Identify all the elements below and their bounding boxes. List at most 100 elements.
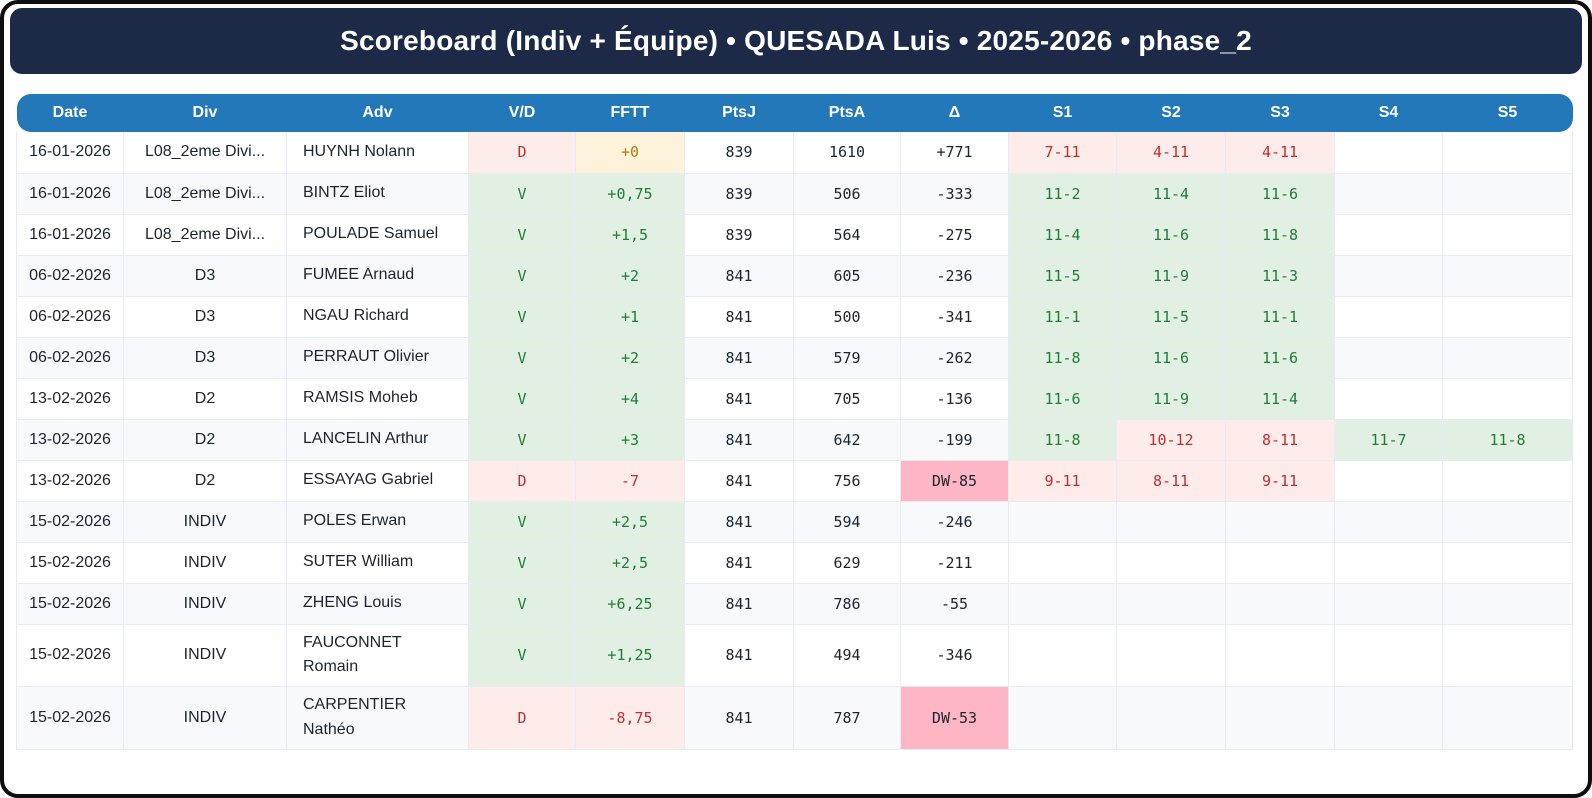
cell-set3: 9-11 — [1225, 459, 1335, 502]
cell-fftt-points: +6,25 — [575, 582, 685, 625]
cell-set5 — [1442, 459, 1573, 502]
cell-set4 — [1334, 336, 1443, 379]
cell-set2: 11-6 — [1116, 336, 1226, 379]
cell-date: 06-02-2026 — [16, 254, 124, 297]
cell-division: D3 — [123, 254, 287, 297]
cell-points-player: 841 — [684, 500, 794, 543]
cell-adversary: HUYNH Nolann — [286, 132, 469, 174]
cell-result: V — [468, 254, 576, 297]
cell-set3: 4-11 — [1225, 132, 1335, 174]
table-row: 16-01-2026 L08_2eme Divi... HUYNH Nolann D +… — [16, 132, 1573, 174]
cell-set3: 11-6 — [1225, 172, 1335, 215]
cell-delta: -341 — [900, 295, 1009, 338]
cell-set3: 11-4 — [1225, 377, 1335, 420]
cell-set4: 11-7 — [1334, 418, 1443, 461]
cell-set1: 9-11 — [1008, 459, 1117, 502]
cell-date: 15-02-2026 — [16, 623, 124, 688]
cell-division: L08_2eme Divi... — [123, 213, 287, 256]
cell-division: D2 — [123, 418, 287, 461]
cell-set4 — [1334, 377, 1443, 420]
cell-points-player: 841 — [684, 686, 794, 750]
cell-division: D2 — [123, 459, 287, 502]
page-title: Scoreboard (Indiv + Équipe) • QUESADA Lu… — [340, 25, 1252, 56]
cell-date: 13-02-2026 — [16, 459, 124, 502]
cell-set4 — [1334, 686, 1443, 750]
cell-set1: 11-8 — [1008, 418, 1117, 461]
cell-fftt-points: +4 — [575, 377, 685, 420]
cell-division: INDIV — [123, 541, 287, 584]
cell-date: 06-02-2026 — [16, 295, 124, 338]
cell-set2: 11-5 — [1116, 295, 1226, 338]
cell-result: V — [468, 213, 576, 256]
cell-set5 — [1442, 213, 1573, 256]
cell-division: L08_2eme Divi... — [123, 172, 287, 215]
cell-fftt-points: +0 — [575, 132, 685, 174]
cell-set5 — [1442, 377, 1573, 420]
cell-set3 — [1225, 500, 1335, 543]
cell-set4 — [1334, 213, 1443, 256]
col-header-delta: Δ — [900, 94, 1009, 132]
cell-adversary: ESSAYAG Gabriel — [286, 459, 469, 502]
cell-adversary: SUTER William — [286, 541, 469, 584]
cell-points-player: 841 — [684, 459, 794, 502]
col-header-result: V/D — [468, 94, 576, 132]
cell-date: 15-02-2026 — [16, 582, 124, 625]
cell-set5 — [1442, 132, 1573, 174]
cell-adversary: BINTZ Eliot — [286, 172, 469, 215]
cell-set3: 11-6 — [1225, 336, 1335, 379]
cell-fftt-points: +1,5 — [575, 213, 685, 256]
cell-division: D3 — [123, 336, 287, 379]
cell-set1: 11-2 — [1008, 172, 1117, 215]
cell-result: V — [468, 418, 576, 461]
cell-result: D — [468, 686, 576, 750]
cell-points-adversary: 500 — [793, 295, 901, 338]
col-header-date: Date — [16, 94, 124, 132]
cell-delta: -199 — [900, 418, 1009, 461]
cell-points-adversary: 787 — [793, 686, 901, 750]
cell-points-player: 839 — [684, 172, 794, 215]
cell-adversary: ZHENG Louis — [286, 582, 469, 625]
cell-set2: 4-11 — [1116, 132, 1226, 174]
cell-adversary: POLES Erwan — [286, 500, 469, 543]
cell-result: D — [468, 132, 576, 174]
cell-set4 — [1334, 254, 1443, 297]
cell-set1: 7-11 — [1008, 132, 1117, 174]
cell-date: 15-02-2026 — [16, 500, 124, 543]
cell-division: INDIV — [123, 686, 287, 750]
cell-date: 16-01-2026 — [16, 172, 124, 215]
scoreboard-table: Date Div Adv V/D FFTT PtsJ PtsA Δ S1 S2 … — [16, 94, 1573, 750]
cell-set4 — [1334, 459, 1443, 502]
table-header: Date Div Adv V/D FFTT PtsJ PtsA Δ S1 S2 … — [16, 94, 1573, 132]
table-row: 15-02-2026 INDIV SUTER William V +2,5 841 629-… — [16, 541, 1573, 584]
cell-result: V — [468, 541, 576, 584]
cell-delta: +771 — [900, 132, 1009, 174]
cell-set4 — [1334, 623, 1443, 688]
table-row: 13-02-2026 D2 ESSAYAG Gabriel D -7 841 756 DW-8… — [16, 459, 1573, 502]
header-row: Date Div Adv V/D FFTT PtsJ PtsA Δ S1 S2 … — [16, 94, 1573, 132]
cell-division: INDIV — [123, 500, 287, 543]
cell-result: V — [468, 582, 576, 625]
cell-set5 — [1442, 582, 1573, 625]
cell-set2 — [1116, 686, 1226, 750]
cell-delta: -55 — [900, 582, 1009, 625]
cell-result: V — [468, 377, 576, 420]
cell-delta: -262 — [900, 336, 1009, 379]
cell-delta: -136 — [900, 377, 1009, 420]
cell-set3 — [1225, 623, 1335, 688]
cell-points-player: 839 — [684, 132, 794, 174]
cell-fftt-points: +2 — [575, 336, 685, 379]
cell-points-player: 841 — [684, 254, 794, 297]
cell-set1: 11-4 — [1008, 213, 1117, 256]
cell-set5 — [1442, 500, 1573, 543]
cell-adversary: CARPENTIER Nathéo — [286, 686, 469, 750]
cell-points-player: 841 — [684, 336, 794, 379]
cell-points-adversary: 786 — [793, 582, 901, 625]
cell-fftt-points: +3 — [575, 418, 685, 461]
cell-set4 — [1334, 582, 1443, 625]
cell-result: V — [468, 172, 576, 215]
table-row: 15-02-2026 INDIV ZHENG Louis V +6,25 841 786 -5… — [16, 582, 1573, 625]
cell-fftt-points: +1,25 — [575, 623, 685, 688]
table-row: 15-02-2026 INDIV POLES Erwan V +2,5 841 594 -24… — [16, 500, 1573, 543]
cell-division: D2 — [123, 377, 287, 420]
